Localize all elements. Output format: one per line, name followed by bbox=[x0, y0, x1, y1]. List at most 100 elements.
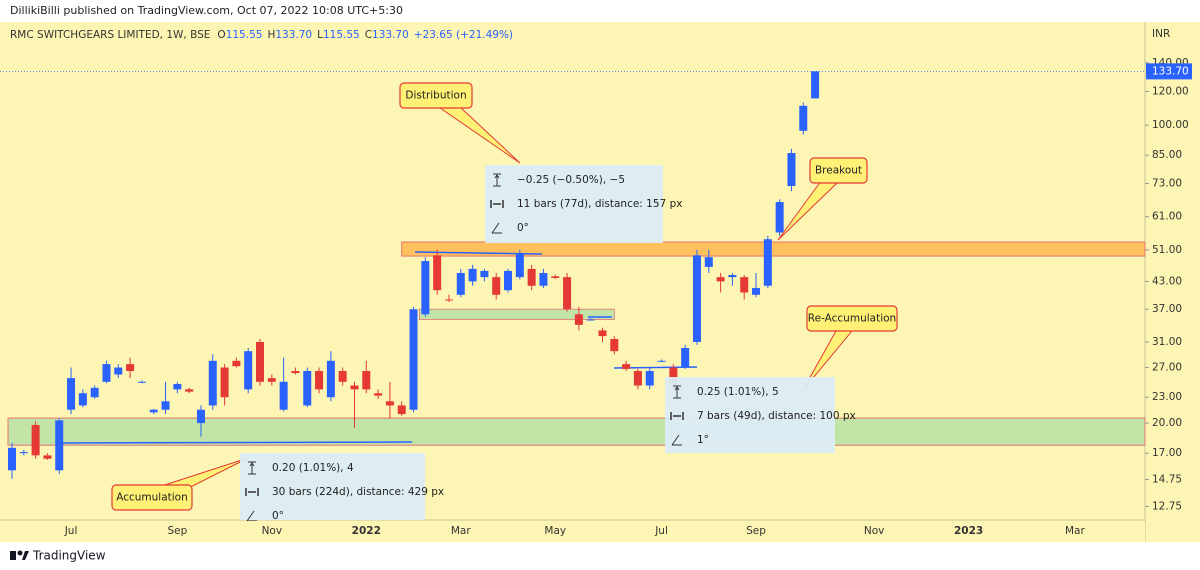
candle-body bbox=[728, 275, 737, 278]
legend-change: +23.65 (+21.49%) bbox=[414, 29, 513, 41]
zone bbox=[419, 308, 615, 320]
candle-body bbox=[480, 270, 489, 278]
callout-box bbox=[111, 484, 193, 511]
candle-body bbox=[752, 287, 761, 295]
callout-text: Breakout bbox=[815, 165, 862, 177]
candle-body bbox=[185, 389, 194, 392]
candle-body bbox=[468, 268, 477, 282]
candle-body bbox=[492, 277, 501, 295]
y-tick-label: 14.75 bbox=[1152, 473, 1182, 485]
candle-body bbox=[220, 367, 229, 398]
legend-value: 133.70 bbox=[275, 29, 312, 41]
candle-body bbox=[114, 367, 123, 375]
candle-body bbox=[8, 447, 16, 471]
candle-body bbox=[31, 424, 40, 456]
x-tick-label: Mar bbox=[451, 525, 471, 537]
y-tick-label: 31.00 bbox=[1152, 336, 1182, 348]
x-tick-label: Sep bbox=[746, 525, 766, 537]
y-tick-label: 51.00 bbox=[1152, 244, 1182, 256]
last-price-label: 133.70 bbox=[1152, 65, 1189, 77]
candle-body bbox=[681, 348, 690, 368]
candle-body bbox=[244, 351, 253, 390]
candle-body bbox=[692, 255, 701, 342]
y-tick-label: 73.00 bbox=[1152, 177, 1182, 189]
candle-body bbox=[279, 381, 288, 410]
candle-body bbox=[610, 339, 619, 352]
candle-body bbox=[811, 71, 820, 99]
candle-body bbox=[102, 364, 111, 382]
candle-body bbox=[19, 452, 28, 454]
icon-range bbox=[248, 461, 256, 475]
candle-body bbox=[551, 276, 560, 278]
candle-body bbox=[645, 371, 654, 386]
legend-key: H bbox=[267, 29, 275, 41]
symbol: RMC SWITCHGEARS LIMITED, 1W, BSE bbox=[10, 29, 210, 41]
candle-body bbox=[504, 270, 513, 291]
last-price-tag bbox=[1146, 63, 1192, 80]
y-tick-label: 120.00 bbox=[1152, 85, 1189, 97]
x-tick-label: May bbox=[544, 525, 566, 537]
candle-body bbox=[208, 360, 217, 406]
candle-body bbox=[598, 330, 607, 337]
legend-value: 115.55 bbox=[226, 29, 263, 41]
icon-range bbox=[493, 173, 501, 187]
candle-body bbox=[574, 314, 583, 325]
candle-body bbox=[67, 378, 76, 410]
candle-body bbox=[149, 409, 158, 413]
candle-body bbox=[775, 202, 784, 233]
candle-body bbox=[740, 277, 749, 293]
measure-text: 11 bars (77d), distance: 157 px bbox=[517, 198, 682, 210]
candle-body bbox=[362, 371, 371, 390]
x-tick-label: 2022 bbox=[352, 525, 381, 537]
candle-body bbox=[315, 371, 324, 390]
y-tick-label: 17.00 bbox=[1152, 447, 1182, 459]
y-tick-label: 23.00 bbox=[1152, 391, 1182, 403]
measure-text: 0.25 (1.01%), 5 bbox=[697, 386, 779, 398]
candle-body bbox=[126, 364, 135, 372]
icon-angle bbox=[491, 222, 502, 234]
measure-text: 0.20 (1.01%), 4 bbox=[272, 462, 354, 474]
candle-body bbox=[338, 371, 347, 382]
candle-body bbox=[527, 268, 536, 286]
plot-bg bbox=[0, 22, 1200, 542]
candle-body bbox=[716, 277, 725, 282]
x-tick-label: 2023 bbox=[954, 525, 983, 537]
y-tick-label: 43.00 bbox=[1152, 275, 1182, 287]
icon-bars bbox=[245, 488, 259, 496]
time-axis-bg bbox=[0, 521, 1145, 542]
trend-line bbox=[59, 441, 413, 444]
candle-body bbox=[303, 371, 312, 406]
callout-box bbox=[806, 305, 898, 332]
candle-body bbox=[267, 378, 276, 382]
measure-box bbox=[665, 377, 835, 453]
legend-value: 115.55 bbox=[323, 29, 360, 41]
candle-body bbox=[669, 367, 678, 386]
footer-brand: TradingView bbox=[32, 549, 106, 563]
callout-box bbox=[399, 82, 473, 109]
icon-range bbox=[673, 385, 681, 399]
callout-text: Accumulation bbox=[116, 492, 188, 504]
y-tick-label: 100.00 bbox=[1152, 119, 1189, 131]
x-tick-label: Nov bbox=[262, 525, 283, 537]
candle-body bbox=[374, 393, 383, 396]
zone bbox=[401, 241, 1146, 257]
candle-body bbox=[78, 393, 87, 406]
candle-body bbox=[55, 420, 64, 471]
measure-box bbox=[240, 453, 425, 520]
x-tick-label: Sep bbox=[167, 525, 187, 537]
measure-text: −0.25 (−0.50%), −5 bbox=[517, 174, 625, 186]
y-tick-label: 61.00 bbox=[1152, 211, 1182, 223]
candle-body bbox=[563, 277, 572, 310]
candle-body bbox=[326, 360, 335, 398]
x-tick-label: Mar bbox=[1065, 525, 1085, 537]
callout-box bbox=[809, 157, 868, 184]
candle-body bbox=[444, 299, 453, 301]
candle-body bbox=[586, 319, 595, 321]
candle-body bbox=[161, 401, 170, 410]
candle-body bbox=[657, 360, 666, 362]
y-tick-label: 12.75 bbox=[1152, 500, 1182, 512]
currency: INR bbox=[1152, 28, 1170, 40]
zone bbox=[7, 417, 1146, 446]
candle-body bbox=[433, 255, 442, 291]
